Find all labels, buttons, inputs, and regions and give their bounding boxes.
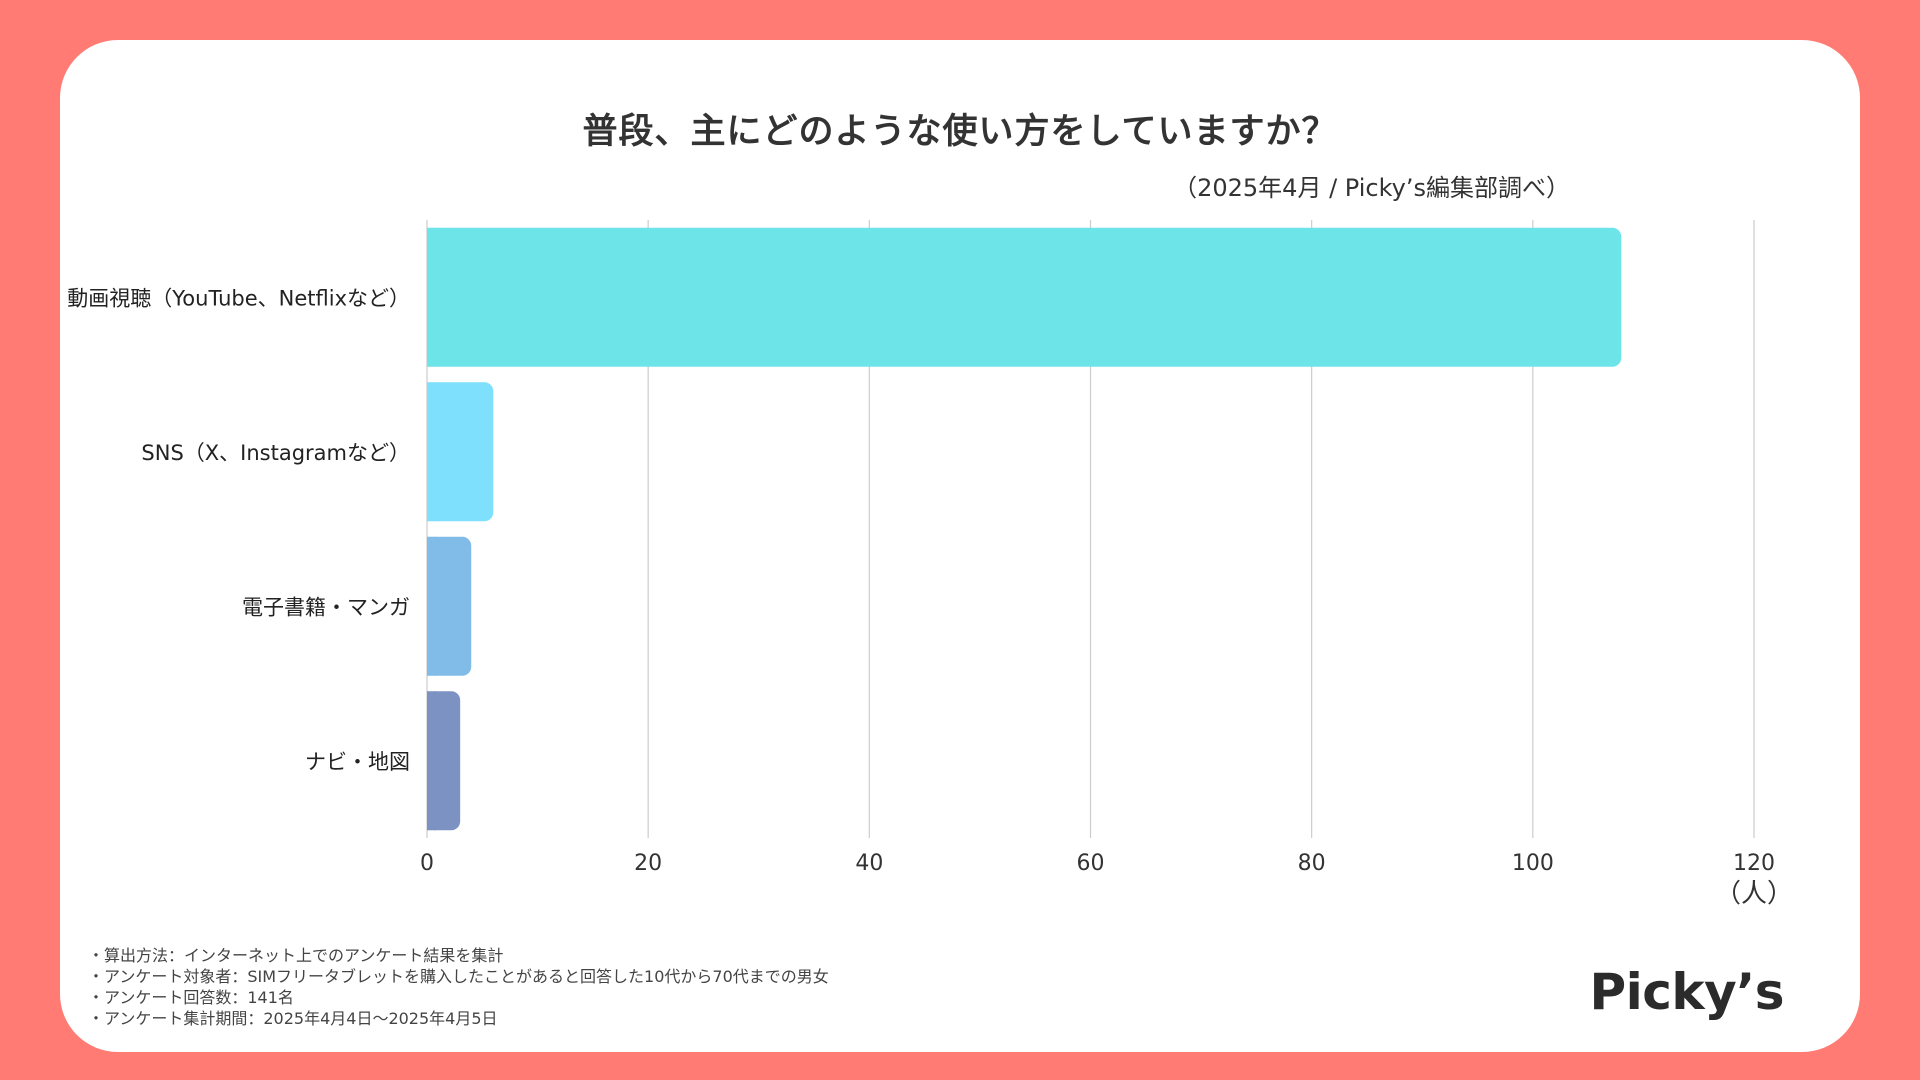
- chart-title: 普段、主にどのような使い方をしていますか？: [582, 112, 1338, 152]
- bar-left-edge: [427, 382, 436, 522]
- x-tick-label: 80: [1298, 851, 1326, 876]
- bar-left-edge: [427, 691, 436, 831]
- y-category-label: 電子書籍・マンガ: [242, 595, 410, 619]
- chart-source: （2025年4月 / Picky’s編集部調べ）: [1173, 174, 1570, 202]
- chart-card: [60, 40, 1860, 1052]
- x-tick-label: 40: [855, 851, 883, 876]
- x-tick-label: 60: [1077, 851, 1105, 876]
- x-tick-label: 0: [420, 851, 434, 876]
- brand-logo: Picky’s: [1589, 963, 1784, 1021]
- x-axis-unit: （人）: [1715, 879, 1793, 909]
- survey-notes: ・算出方法：インターネット上でのアンケート結果を集計 ・アンケート対象者：SIM…: [88, 945, 829, 1029]
- bar: [427, 227, 1622, 367]
- bar: [427, 382, 494, 522]
- x-tick-label: 20: [634, 851, 662, 876]
- y-category-label: 動画視聴（YouTube、Netflixなど）: [67, 286, 410, 310]
- note-method: ・算出方法：インターネット上でのアンケート結果を集計: [88, 946, 504, 965]
- bar-left-edge: [427, 227, 436, 367]
- y-category-label: SNS（X、Instagramなど）: [141, 441, 410, 465]
- note-period: ・アンケート集計期間：2025年4月4日〜2025年4月5日: [88, 1009, 498, 1028]
- bar-left-edge: [427, 536, 436, 676]
- y-category-label: ナビ・地図: [305, 750, 410, 774]
- note-target: ・アンケート対象者：SIMフリータブレットを購入したことがあると回答した10代か…: [88, 967, 829, 986]
- x-tick-label: 120: [1733, 851, 1775, 876]
- note-count: ・アンケート回答数：141名: [88, 988, 294, 1007]
- bar: [427, 536, 472, 676]
- x-tick-label: 100: [1512, 851, 1554, 876]
